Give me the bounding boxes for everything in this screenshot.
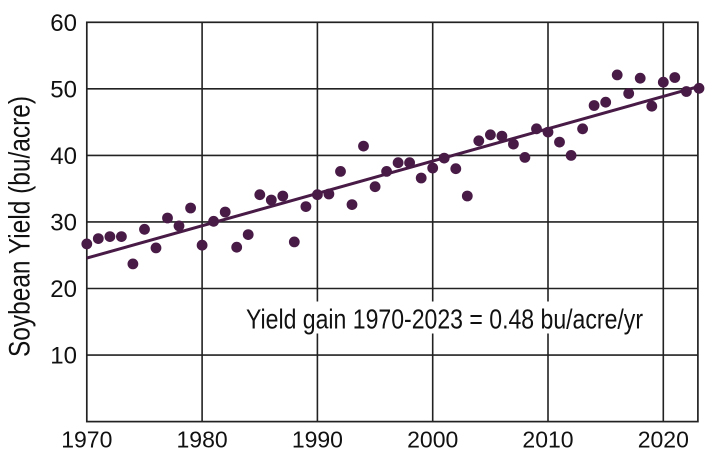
svg-text:10: 10 <box>50 343 77 370</box>
svg-text:60: 60 <box>50 10 77 37</box>
svg-text:30: 30 <box>50 210 77 237</box>
svg-text:20: 20 <box>50 276 77 303</box>
svg-text:2020: 2020 <box>638 427 689 453</box>
svg-text:40: 40 <box>50 143 77 170</box>
svg-text:Soybean Yield (bu/acre): Soybean Yield (bu/acre) <box>4 96 37 357</box>
svg-text:Yield gain 1970-2023 = 0.48 bu: Yield gain 1970-2023 = 0.48 bu/acre/yr <box>246 304 643 335</box>
svg-text:1990: 1990 <box>292 427 343 453</box>
svg-text:50: 50 <box>50 76 77 103</box>
svg-text:2000: 2000 <box>407 427 458 453</box>
svg-text:1980: 1980 <box>177 427 228 453</box>
svg-text:1970: 1970 <box>61 427 112 453</box>
svg-text:2010: 2010 <box>522 427 573 453</box>
